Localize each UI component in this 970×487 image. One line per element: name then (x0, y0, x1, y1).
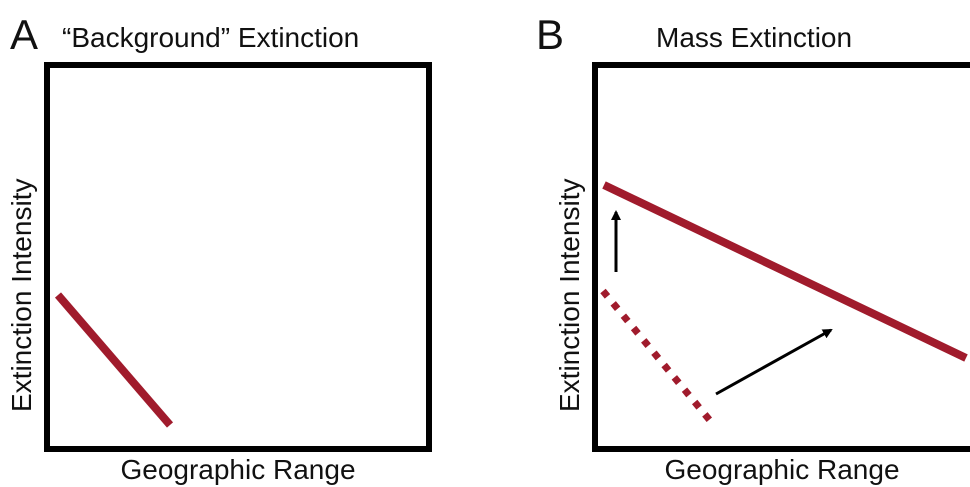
panel-a-plot-frame (44, 62, 432, 452)
panel-a-y-axis-label: Extinction Intensity (6, 178, 37, 412)
panel-a-x-axis-label: Geographic Range (120, 454, 356, 485)
panel-a-letter: A (10, 11, 39, 58)
panel-b-plot-frame (592, 62, 970, 452)
panel-b-x-axis-label: Geographic Range (664, 454, 900, 485)
panel-b-title: Mass Extinction (656, 22, 853, 53)
panel-a-title: “Background” Extinction (62, 22, 360, 53)
panel-b-y-axis-label: Extinction Intensity (554, 178, 585, 412)
panel-b-letter: B (536, 11, 565, 58)
